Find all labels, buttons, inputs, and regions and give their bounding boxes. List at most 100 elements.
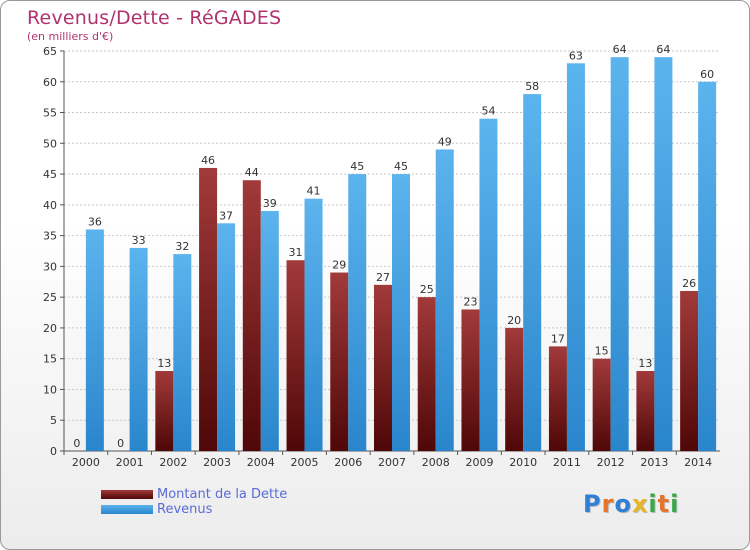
revenue-bar — [217, 223, 236, 451]
x-tick-label: 2012 — [597, 456, 625, 469]
revenue-bar — [173, 254, 192, 451]
chart-subtitle: (en milliers d'€) — [27, 30, 114, 43]
x-tick-label: 2014 — [684, 456, 712, 469]
debt-bar — [680, 291, 699, 451]
y-tick-label: 30 — [43, 260, 57, 273]
debt-bar-label: 23 — [463, 295, 477, 308]
chart-title: Revenus/Dette - RéGADES — [27, 7, 282, 29]
debt-bar — [461, 309, 480, 451]
revenue-bar-label: 54 — [481, 105, 495, 118]
legend-swatch-debt — [101, 490, 153, 499]
x-tick-label: 2002 — [159, 456, 187, 469]
debt-bar — [155, 371, 174, 451]
revenue-bar-label: 58 — [525, 80, 539, 93]
debt-bar — [505, 327, 524, 451]
legend-label-debt: Montant de la Dette — [157, 487, 288, 502]
debt-bar-label: 17 — [551, 332, 565, 345]
debt-bar-label: 29 — [332, 259, 346, 272]
revenue-bar-label: 39 — [263, 197, 277, 210]
x-tick-label: 2001 — [116, 456, 144, 469]
debt-bar — [286, 260, 305, 451]
debt-bar-label: 0 — [73, 437, 80, 450]
debt-bar-label: 13 — [157, 357, 171, 370]
debt-bar — [548, 346, 567, 451]
y-tick-label: 40 — [43, 199, 57, 212]
logo-letter: i — [648, 490, 658, 518]
debt-bar-label: 15 — [595, 345, 609, 358]
x-tick-label: 2009 — [465, 456, 493, 469]
x-tick-label: 2004 — [247, 456, 275, 469]
revenue-bar — [348, 174, 367, 452]
logo-letter: t — [657, 490, 671, 518]
revenue-bar — [129, 247, 148, 451]
debt-bar-label: 27 — [376, 271, 390, 284]
x-tick-label: 2010 — [509, 456, 537, 469]
revenue-bar — [85, 229, 104, 451]
revenue-bar-label: 63 — [569, 49, 583, 62]
revenue-bar-label: 32 — [175, 240, 189, 253]
revenue-bar — [523, 94, 542, 452]
revenue-bar — [260, 211, 279, 451]
debt-bar-label: 25 — [420, 283, 434, 296]
debt-bar-label: 46 — [201, 154, 215, 167]
x-tick-label: 2003 — [203, 456, 231, 469]
logo-letter: i — [670, 490, 680, 518]
debt-bar — [636, 371, 655, 451]
y-tick-label: 45 — [43, 168, 57, 181]
logo-letter: o — [614, 490, 632, 518]
x-tick-label: 2005 — [291, 456, 319, 469]
y-tick-label: 15 — [43, 353, 57, 366]
debt-bar — [374, 284, 392, 451]
debt-bar-label: 31 — [289, 246, 303, 259]
y-tick-label: 0 — [50, 445, 57, 458]
debt-bar — [417, 297, 436, 451]
debt-bar — [242, 180, 261, 451]
revenue-bar — [654, 57, 673, 452]
logo-letter: x — [631, 490, 649, 518]
revenue-bar — [566, 63, 585, 452]
x-tick-label: 2006 — [334, 456, 362, 469]
y-tick-label: 50 — [43, 137, 57, 150]
legend-swatch-revenue — [101, 505, 153, 514]
revenue-bar-label: 60 — [700, 68, 714, 81]
legend-label-revenue: Revenus — [157, 502, 213, 517]
y-tick-label: 60 — [43, 76, 57, 89]
debt-bar — [330, 272, 349, 451]
revenue-bar-label: 45 — [350, 160, 364, 173]
revenue-bar-label: 64 — [613, 43, 627, 56]
debt-bar-label: 13 — [638, 357, 652, 370]
revenue-bar — [435, 149, 454, 451]
revenue-bar — [479, 118, 498, 451]
revenue-bar-label: 37 — [219, 209, 233, 222]
x-tick-label: 2008 — [422, 456, 450, 469]
debt-bar — [199, 167, 218, 451]
revenue-bar-label: 36 — [88, 215, 102, 228]
revenue-bar — [304, 198, 323, 451]
debt-bar-label: 0 — [117, 437, 124, 450]
x-tick-label: 2000 — [72, 456, 100, 469]
debt-bar-label: 44 — [245, 166, 259, 179]
debt-bar-label: 26 — [682, 277, 696, 290]
proxiti-logo: Proxiti — [583, 490, 679, 518]
x-tick-label: 2007 — [378, 456, 406, 469]
logo-letter: r — [601, 490, 615, 518]
revenue-bar — [610, 57, 629, 452]
data-labels: 0 36 0 33 13 32 46 37 44 39 31 41 29 45 27 45 25 49 23 54 20… — [73, 43, 714, 450]
logo-letter: P — [583, 490, 602, 518]
y-tick-label: 65 — [43, 45, 57, 58]
revenue-bar-label: 49 — [438, 135, 452, 148]
y-tick-label: 35 — [43, 230, 57, 243]
y-tick-label: 10 — [43, 383, 57, 396]
y-tick-label: 25 — [43, 291, 57, 304]
debt-bar — [592, 358, 611, 451]
revenue-bar-label: 33 — [132, 234, 146, 247]
debt-bar-label: 20 — [507, 314, 521, 327]
x-tick-label: 2013 — [640, 456, 668, 469]
revenue-bar-label: 64 — [656, 43, 670, 56]
y-tick-label: 55 — [43, 107, 57, 120]
revenue-bar — [392, 174, 410, 452]
revenue-bar — [698, 81, 717, 452]
